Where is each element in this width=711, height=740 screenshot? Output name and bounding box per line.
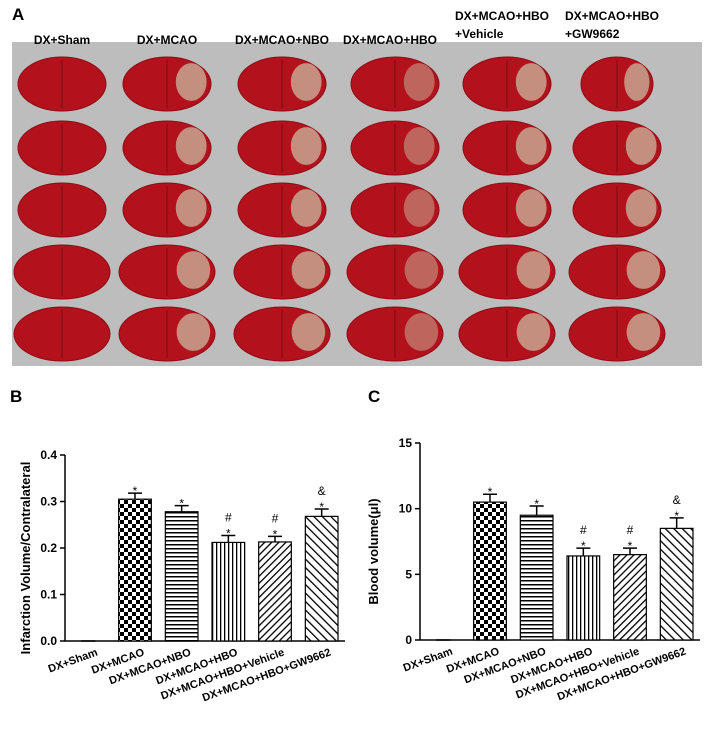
y-tick-label: 0 — [405, 633, 412, 647]
significance-mark: * — [133, 484, 138, 498]
bar — [164, 511, 199, 642]
infarct — [290, 189, 322, 227]
y-axis-label: Blood volume(μl) — [366, 498, 381, 604]
column-header: DX+MCAO+HBO — [455, 9, 549, 23]
bar — [304, 515, 339, 642]
bar — [613, 554, 647, 641]
error-bar — [529, 505, 544, 516]
significance-mark: * — [226, 526, 231, 540]
bar — [566, 555, 601, 641]
error-bar — [623, 547, 637, 555]
significance-mark: * — [488, 485, 493, 499]
significance-mark: & — [673, 493, 681, 507]
infarct — [625, 127, 657, 165]
infarct — [624, 63, 650, 101]
error-bar — [669, 517, 684, 529]
infarct — [291, 251, 326, 289]
infarct — [403, 189, 435, 227]
bar — [659, 527, 694, 641]
y-tick-label: 15 — [399, 436, 413, 450]
significance-mark: * — [581, 539, 586, 553]
brain-photos — [13, 56, 666, 362]
y-tick-label: 0.1 — [40, 588, 57, 602]
infarct — [515, 189, 547, 227]
significance-mark: * — [628, 539, 633, 553]
infarct — [625, 189, 657, 227]
column-header: DX+MCAO — [137, 33, 197, 47]
infarct — [515, 63, 547, 101]
infarct — [404, 251, 439, 289]
y-tick-label: 5 — [405, 567, 412, 581]
significance-mark: * — [319, 500, 324, 514]
error-bar — [268, 535, 282, 542]
column-header: DX+Sham — [34, 33, 90, 47]
significance-mark: * — [534, 497, 539, 511]
infarct — [516, 313, 551, 351]
bar — [211, 541, 246, 642]
bar — [473, 501, 507, 641]
significance-mark: # — [225, 510, 232, 524]
error-bar — [174, 504, 189, 512]
column-header: DX+MCAO+HBO — [343, 33, 437, 47]
infarct — [175, 127, 207, 165]
infarct — [175, 63, 207, 101]
y-axis-label: Infarction Volume/Contralateral — [18, 462, 33, 655]
infarct — [403, 63, 435, 101]
panel-label: C — [368, 387, 380, 406]
bar — [118, 498, 152, 642]
infarct — [403, 127, 435, 165]
y-tick-label: 0.0 — [40, 634, 57, 648]
significance-mark: * — [273, 527, 278, 541]
significance-mark: # — [580, 523, 587, 537]
error-bar — [483, 493, 497, 503]
infarct — [404, 313, 439, 351]
infarct — [290, 127, 322, 165]
infarct — [291, 313, 326, 351]
panel-label: B — [10, 387, 22, 406]
significance-mark: & — [318, 484, 326, 498]
y-tick-label: 0.2 — [40, 541, 57, 555]
infarct — [626, 313, 661, 351]
significance-mark: * — [674, 509, 679, 523]
y-tick-label: 0.3 — [40, 495, 57, 509]
infarct — [175, 189, 207, 227]
panel-label: A — [12, 5, 24, 24]
significance-mark: * — [179, 497, 184, 511]
column-header: +GW9662 — [565, 27, 620, 41]
y-tick-label: 0.4 — [40, 448, 57, 462]
error-bar — [314, 508, 329, 517]
infarct — [176, 313, 211, 351]
error-bar — [221, 534, 236, 543]
column-header: DX+MCAO+HBO — [565, 9, 659, 23]
bar — [519, 514, 554, 641]
significance-mark: # — [627, 523, 634, 537]
y-tick-label: 10 — [399, 502, 413, 516]
bar — [258, 541, 292, 642]
column-header: +Vehicle — [455, 27, 504, 41]
infarct — [626, 251, 661, 289]
infarct — [515, 127, 547, 165]
error-bar — [128, 492, 142, 500]
error-bar — [576, 547, 591, 556]
infarct — [176, 251, 211, 289]
infarct — [290, 63, 322, 101]
significance-mark: # — [272, 511, 279, 525]
column-header: DX+MCAO+NBO — [235, 33, 329, 47]
infarct — [516, 251, 551, 289]
